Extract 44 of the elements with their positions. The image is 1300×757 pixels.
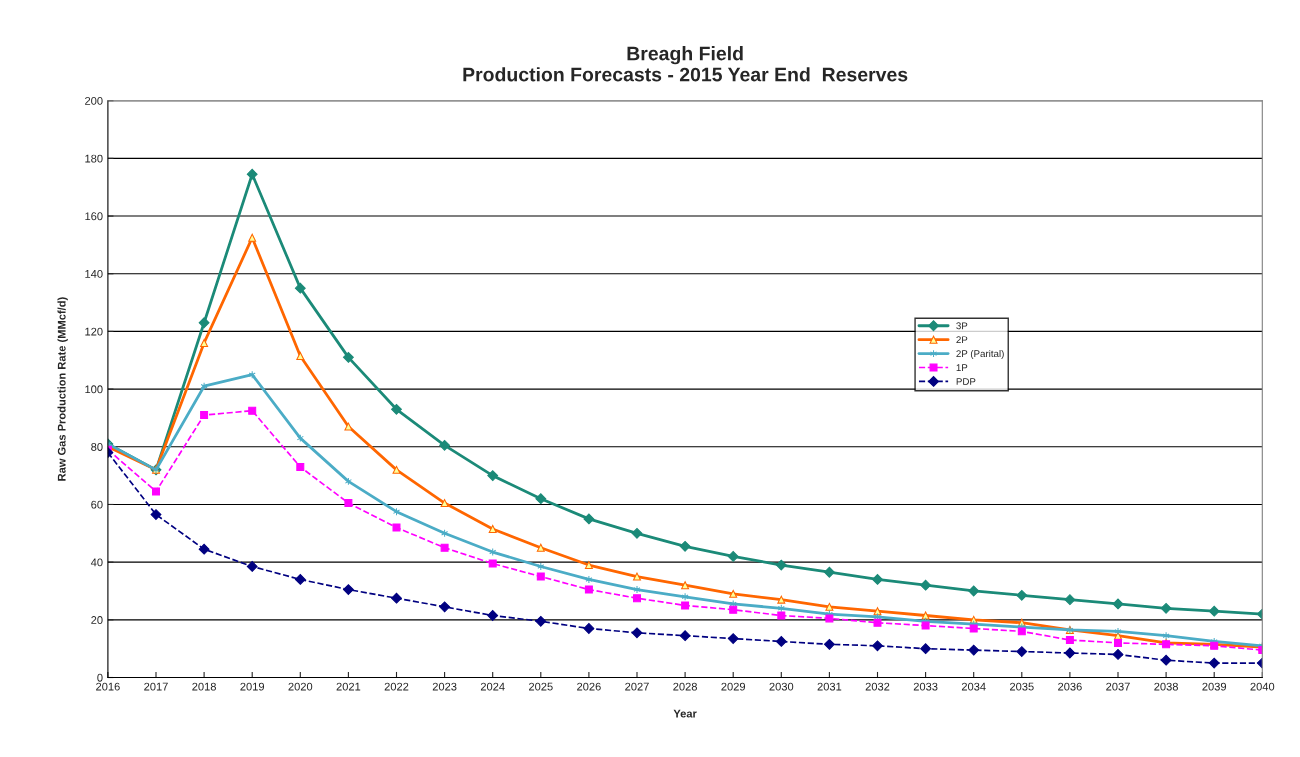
x-tick-label: 2024 <box>480 682 505 691</box>
y-tick-label: 160 <box>85 212 103 221</box>
x-tick-label: 2026 <box>577 682 601 691</box>
x-tick-label: 2036 <box>1058 682 1082 691</box>
x-tick-label: 2033 <box>913 682 938 691</box>
legend-label: 2P (Parital) <box>956 349 1004 360</box>
y-tick-label: 140 <box>85 270 103 278</box>
x-tick-label: 2031 <box>817 682 842 691</box>
x-tick-label: 2016 <box>96 682 120 691</box>
y-tick-label: 20 <box>91 616 103 624</box>
y-tick-label: 40 <box>90 558 103 567</box>
x-tick-label: 2022 <box>384 682 409 691</box>
x-tick-label: 2018 <box>192 682 216 691</box>
y-tick-label: 120 <box>85 327 103 336</box>
x-axis-title: Year <box>673 709 697 718</box>
x-tick-label: 2038 <box>1154 682 1178 691</box>
x-tick-label: 2032 <box>865 682 890 691</box>
x-tick-label: 2040 <box>1250 682 1275 691</box>
x-tick-label: 2023 <box>432 682 457 691</box>
y-tick-label: 200 <box>85 96 103 105</box>
chart-title: Breagh Field Production Forecasts - 2015 Year End Reserves <box>463 46 908 82</box>
y-tick-label: 0 <box>97 673 103 682</box>
legend-label: 1P <box>956 364 968 371</box>
x-tick-label: 2029 <box>721 682 746 691</box>
x-tick-label: 2025 <box>529 682 553 691</box>
x-tick-label: 2028 <box>673 682 697 691</box>
legend-label: PDP <box>956 378 976 385</box>
x-tick-label: 2034 <box>961 682 986 691</box>
x-tick-label: 2017 <box>144 682 168 691</box>
x-tick-label: 2020 <box>288 682 313 691</box>
x-tick-label: 2021 <box>336 682 361 691</box>
y-tick-label: 60 <box>91 500 103 509</box>
x-tick-label: 2035 <box>1010 682 1034 691</box>
legend-label: 2P <box>956 336 968 344</box>
x-tick-label: 2019 <box>240 682 265 691</box>
y-tick-label: 80 <box>91 443 103 451</box>
legend-label: 3P <box>956 322 968 330</box>
x-tick-label: 2037 <box>1106 682 1130 691</box>
y-axis-title: Raw Gas Production Rate (MMcf/d) <box>57 297 68 481</box>
x-tick-label: 2039 <box>1202 682 1227 691</box>
x-tick-label: 2030 <box>769 682 794 691</box>
y-tick-label: 100 <box>85 385 103 394</box>
y-tick-label: 180 <box>85 154 103 163</box>
x-tick-label: 2027 <box>625 682 649 691</box>
